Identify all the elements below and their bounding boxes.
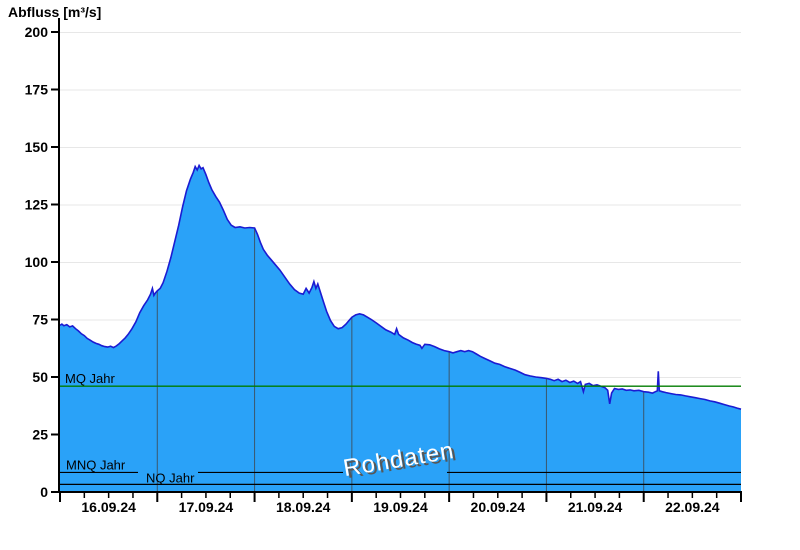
x-tick-label: 17.09.24 bbox=[179, 499, 234, 515]
y-axis-ticks: 0 25 50 75 100 125 150 175 200 bbox=[25, 24, 58, 500]
y-tick-label: 50 bbox=[32, 369, 48, 385]
nq-jahr-label: NQ Jahr bbox=[146, 470, 195, 485]
x-tick-label: 20.09.24 bbox=[471, 499, 526, 515]
reference-lines: MQ Jahr MNQ Jahr NQ Jahr bbox=[60, 371, 741, 485]
y-tick-label: 125 bbox=[25, 197, 49, 213]
mq-jahr-label: MQ Jahr bbox=[65, 371, 116, 386]
mnq-jahr-label: MNQ Jahr bbox=[66, 457, 126, 472]
x-tick-label: 21.09.24 bbox=[568, 499, 623, 515]
axes bbox=[57, 18, 742, 493]
chart-title: Abfluss [m³/s] bbox=[8, 4, 102, 20]
x-axis-ticks: 16.09.24 17.09.24 18.09.24 19.09.24 20.09.24… bbox=[59, 493, 742, 515]
y-tick-label: 175 bbox=[25, 82, 49, 98]
x-tick-label: 18.09.24 bbox=[276, 499, 331, 515]
y-tick-label: 25 bbox=[32, 427, 48, 443]
y-tick-label: 75 bbox=[32, 312, 48, 328]
y-tick-label: 150 bbox=[25, 139, 49, 155]
discharge-curve bbox=[59, 163, 742, 410]
x-tick-label: 19.09.24 bbox=[373, 499, 428, 515]
x-tick-label: 22.09.24 bbox=[665, 499, 720, 515]
y-tick-label: 200 bbox=[25, 24, 49, 40]
y-tick-label: 0 bbox=[40, 484, 48, 500]
y-tick-label: 100 bbox=[25, 254, 49, 270]
x-tick-label: 16.09.24 bbox=[81, 499, 136, 515]
discharge-area-fill bbox=[60, 165, 741, 492]
